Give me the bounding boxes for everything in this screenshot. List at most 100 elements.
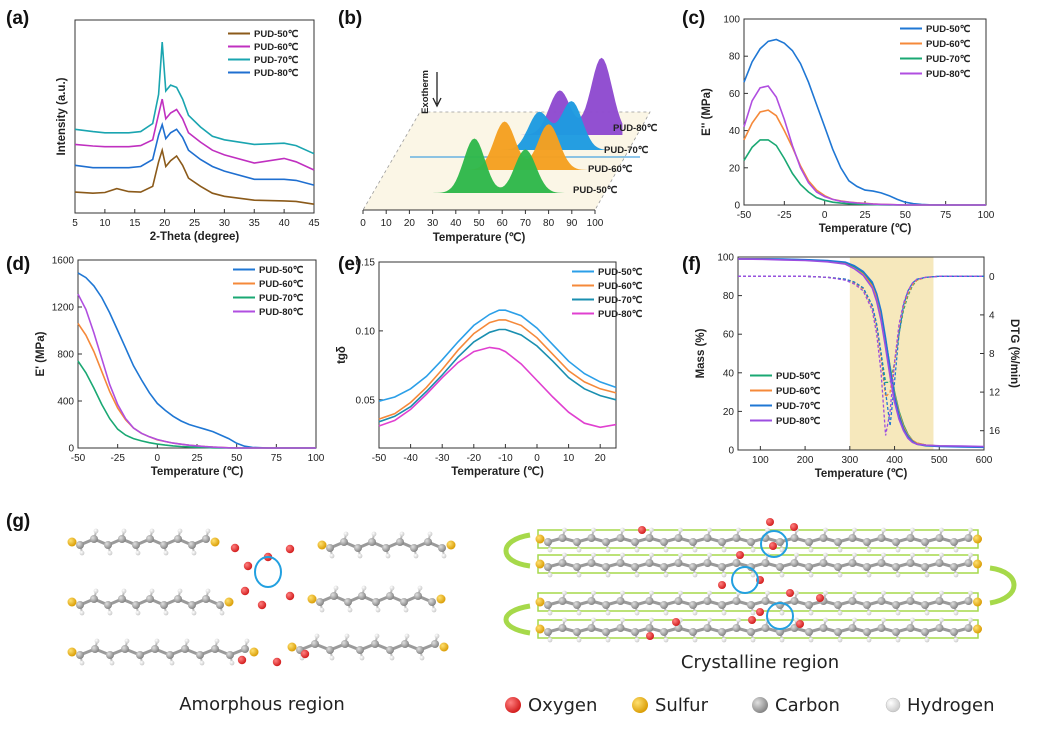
sulfur-atom bbox=[287, 642, 297, 652]
hydrogen-atom bbox=[107, 550, 113, 556]
dsc-peak-area bbox=[457, 101, 607, 150]
carbon-atom bbox=[964, 597, 973, 605]
carbon-atom bbox=[544, 563, 552, 571]
legend-entry: PUD-80℃ bbox=[254, 68, 299, 79]
legend-entry: PUD-60℃ bbox=[776, 386, 821, 397]
hydrogen-atom bbox=[169, 660, 175, 666]
carbon-atom bbox=[202, 535, 210, 543]
carbon-atom bbox=[645, 534, 654, 542]
hydrogen-atom bbox=[417, 585, 423, 591]
hydrogen-atom bbox=[547, 610, 553, 616]
carbon-atom bbox=[921, 563, 929, 571]
hydrogen-atom bbox=[953, 610, 959, 616]
hydrogen-atom bbox=[620, 617, 625, 623]
hydrogen-atom bbox=[750, 610, 756, 616]
carbon-atom bbox=[386, 592, 394, 600]
hydrogen-atom bbox=[94, 638, 100, 644]
carbon-atom bbox=[330, 592, 338, 600]
hydrogen-atom bbox=[177, 528, 183, 534]
y-tick-label: 100 bbox=[717, 253, 734, 264]
hydrogen-atom bbox=[721, 610, 727, 616]
carbon-atom bbox=[674, 534, 683, 542]
carbon-atom bbox=[558, 559, 567, 567]
hydrogen-atom bbox=[547, 572, 553, 578]
carbon-atom bbox=[732, 534, 741, 542]
y-tick-label: 60 bbox=[729, 89, 741, 100]
carbon-atom bbox=[118, 535, 126, 543]
carbon-atom bbox=[202, 595, 210, 603]
hydrogen-atom bbox=[374, 633, 380, 639]
hydrogen-atom bbox=[808, 572, 814, 578]
hydrogen-atom bbox=[808, 547, 814, 553]
carbon-atom bbox=[76, 601, 84, 609]
carbon-atom bbox=[602, 538, 610, 546]
x-tick-label: 600 bbox=[976, 455, 993, 466]
hydrogen-atom bbox=[924, 572, 930, 578]
sulfur-atom bbox=[224, 597, 234, 607]
hydrogen-atom bbox=[707, 617, 712, 623]
carbon-atom bbox=[689, 538, 697, 546]
hydrogen-atom bbox=[678, 590, 683, 596]
carbon-atom bbox=[718, 628, 726, 636]
x-tick-label: 500 bbox=[931, 455, 948, 466]
oxygen-atom bbox=[766, 518, 774, 526]
legend-entry: PUD-70℃ bbox=[254, 55, 299, 66]
carbon-atom bbox=[616, 624, 625, 632]
y-tick-label: 40 bbox=[729, 126, 741, 137]
hydrogen-atom bbox=[562, 552, 567, 558]
oxygen-atom bbox=[790, 523, 798, 531]
hydrogen-atom bbox=[191, 550, 197, 556]
x-axis-title: Temperature (℃) bbox=[819, 222, 912, 235]
x-tick-label: 0 bbox=[360, 218, 366, 229]
hydrogen-atom bbox=[634, 610, 640, 616]
carbon-atom bbox=[118, 595, 126, 603]
hydrogen-atom-icon bbox=[885, 697, 901, 713]
carbon-atom bbox=[863, 538, 871, 546]
hydrogen-atom bbox=[163, 550, 169, 556]
hydrogen-atom bbox=[736, 527, 741, 533]
panel-label-b: (b) bbox=[338, 8, 362, 29]
curve-label-70: PUD-70℃ bbox=[604, 145, 649, 156]
x-tick-label: 50 bbox=[900, 210, 912, 221]
y-tick-label: 100 bbox=[723, 15, 740, 26]
oxygen-atom bbox=[257, 600, 267, 610]
x-tick-label: 400 bbox=[886, 455, 903, 466]
carbon-atom bbox=[950, 601, 958, 609]
hydrogen-atom bbox=[634, 547, 640, 553]
tan-delta-line bbox=[378, 328, 617, 423]
hydrogen-atom bbox=[721, 547, 727, 553]
hydrogen-atom bbox=[910, 617, 915, 623]
oxygen-atom bbox=[243, 561, 253, 571]
y-tick-label: 20 bbox=[729, 163, 741, 174]
carbon-atom bbox=[368, 538, 376, 546]
y2-tick-label: 4 bbox=[989, 310, 995, 321]
hydrogen-atom bbox=[149, 528, 155, 534]
y-tick-label: 0.15 bbox=[356, 258, 376, 269]
carbon-atom bbox=[921, 538, 929, 546]
sulfur-atom bbox=[535, 534, 545, 544]
carbon-atom bbox=[431, 640, 439, 648]
hydrogen-atom bbox=[663, 547, 669, 553]
hydrogen-atom bbox=[678, 527, 683, 533]
carbon-atom bbox=[216, 601, 224, 609]
carbon-atom bbox=[950, 538, 958, 546]
hydrogen-atom bbox=[343, 531, 349, 537]
hydrogen-atom bbox=[139, 660, 145, 666]
carbon-atom bbox=[316, 598, 324, 606]
hydrogen-atom bbox=[576, 547, 582, 553]
hydrogen-atom bbox=[823, 617, 828, 623]
y2-tick-label: 0 bbox=[989, 272, 995, 283]
hydrogen-atom bbox=[779, 610, 785, 616]
hydrogen-atom bbox=[692, 610, 698, 616]
hydrogen-atom bbox=[837, 572, 843, 578]
hydrogen-atom bbox=[547, 547, 553, 553]
hydrogen-atom bbox=[721, 637, 727, 643]
hydrogen-atom bbox=[441, 553, 447, 559]
y-tick-label: 1600 bbox=[52, 256, 75, 267]
sulfur-atom bbox=[439, 642, 449, 652]
carbon-atom bbox=[341, 640, 349, 648]
x-tick-label: 5 bbox=[72, 218, 78, 229]
carbon-atom bbox=[703, 624, 712, 632]
carbon-atom bbox=[226, 651, 234, 659]
